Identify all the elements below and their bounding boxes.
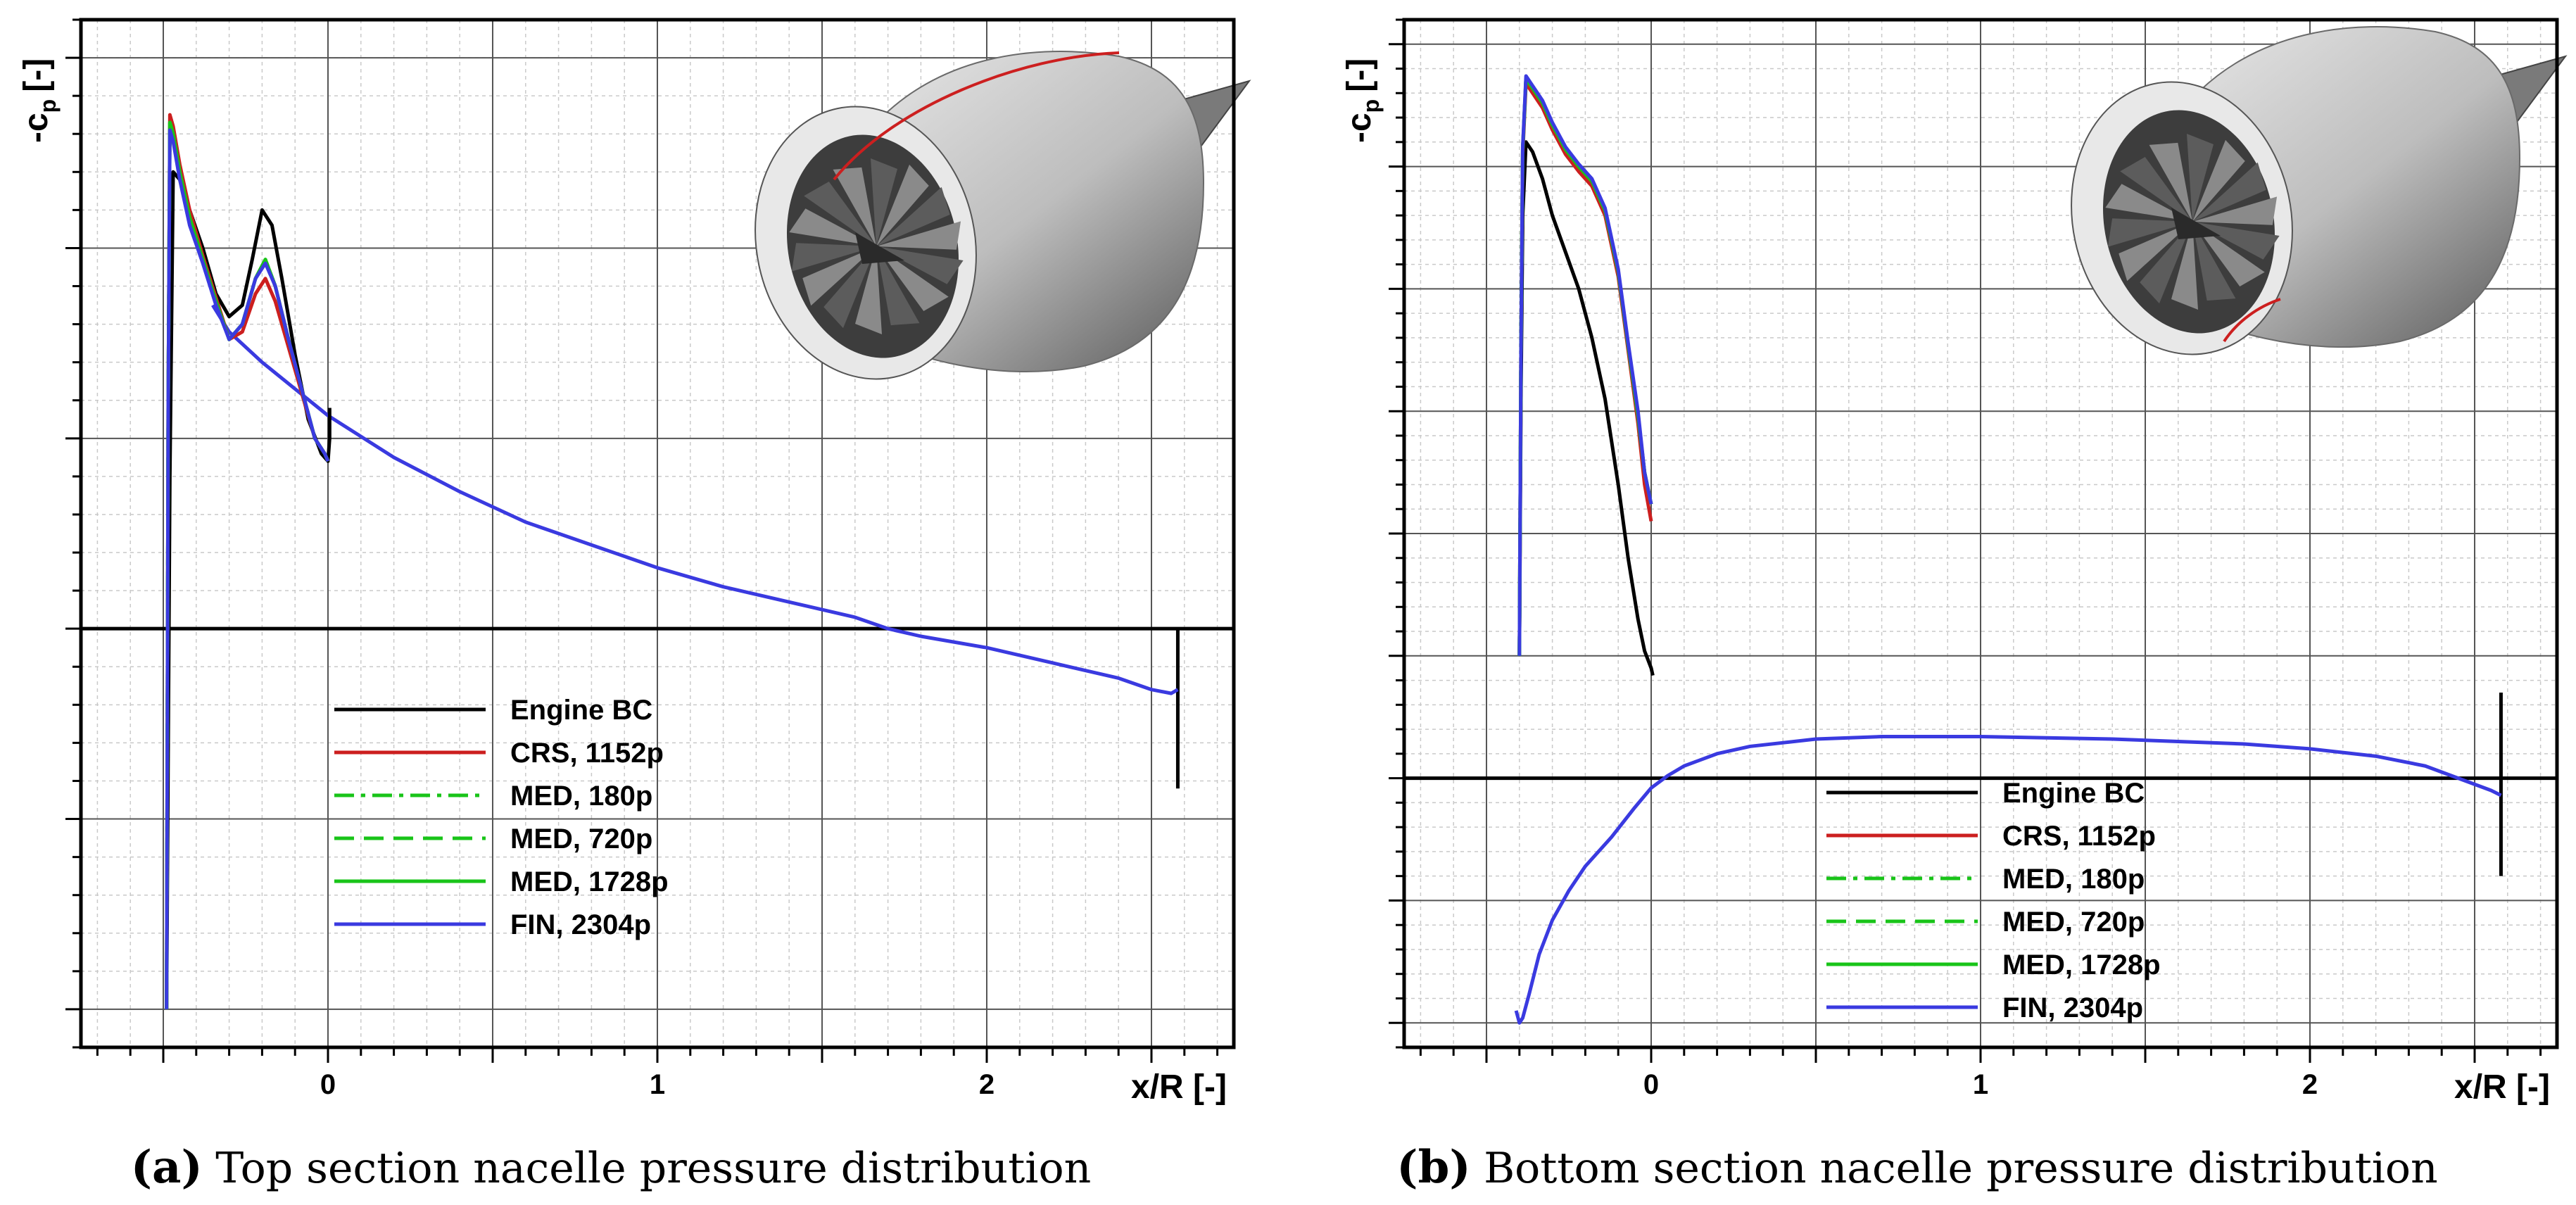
legend-label-b-2: MED, 180p xyxy=(2002,864,2145,895)
caption-b: (b) Bottom section nacelle pressure dist… xyxy=(1396,1141,2437,1194)
series-line-a-0 xyxy=(165,170,332,1009)
legend-label-b-3: MED, 720p xyxy=(2002,907,2145,938)
y-axis-title-main-a: -c xyxy=(18,113,55,143)
y-axis-title-main-b: -c xyxy=(1341,113,1378,143)
caption-a: (a) Top section nacelle pressure distrib… xyxy=(131,1141,1092,1194)
plot-frame-b xyxy=(1402,18,2559,1049)
x-tick-label-a: 0 xyxy=(320,1069,336,1100)
fan-blade-b xyxy=(2192,222,2280,260)
panel-a-chart: 0 1 2 x/R [-] -cp [-] Engine BC CRS, 1152p MED, … xyxy=(18,18,1251,1106)
fan-blade-b xyxy=(2171,222,2198,310)
fan-blade-a xyxy=(871,158,897,246)
legend-label-a-3: MED, 720p xyxy=(510,824,652,854)
fan-blade-b xyxy=(2192,222,2265,287)
fan-blade-b xyxy=(2192,162,2266,222)
fan-blade-a xyxy=(791,243,876,272)
x-tick-label-a: 1 xyxy=(650,1069,665,1100)
spinner-b xyxy=(2171,208,2221,239)
fan-blade-a xyxy=(876,246,920,326)
legend-label-b-5: FIN, 2304p xyxy=(2002,992,2143,1023)
fan-blade-b xyxy=(2192,139,2245,222)
fan-blade-b xyxy=(2119,222,2192,282)
fan-blade-a xyxy=(804,181,876,246)
series-line-a-2 xyxy=(165,120,330,1009)
series-line-a-1 xyxy=(165,113,330,1009)
x-tick-label-a: 2 xyxy=(979,1069,995,1100)
x-tick-label-b: 2 xyxy=(2302,1069,2318,1100)
nacelle-inset-b xyxy=(2071,26,2568,355)
nacelle-inset-a xyxy=(755,51,1251,380)
plot-frame-a xyxy=(79,18,1236,1049)
x-tick-label-b: 1 xyxy=(1973,1069,1988,1100)
x-axis-title-b: x/R [-] xyxy=(2454,1068,2550,1106)
fan-blade-b xyxy=(2105,184,2192,222)
legend-label-a-2: MED, 180p xyxy=(510,781,652,812)
fan-blade-b xyxy=(2140,222,2192,304)
legend-label-a-0: Engine BC xyxy=(510,695,652,726)
fan-blade-b xyxy=(2187,134,2214,222)
section-line-a xyxy=(833,51,1120,181)
legend-label-b-1: CRS, 1152p xyxy=(2002,821,2156,852)
spinner-a xyxy=(855,232,904,264)
fan-blade-a xyxy=(876,164,929,246)
caption-b-text: Bottom section nacelle pressure distribu… xyxy=(1484,1144,2438,1193)
fan-blade-b xyxy=(2192,222,2236,301)
caption-a-text: Top section nacelle pressure distributio… xyxy=(215,1144,1091,1193)
y-axis-title-sub-a: p xyxy=(35,99,61,113)
fan-blade-a xyxy=(876,246,949,312)
fan-blade-b xyxy=(2107,218,2192,247)
y-axis-title-sub-b: p xyxy=(1358,99,1384,113)
fan-blade-a xyxy=(802,246,876,306)
series-line-a-6 xyxy=(211,304,1179,695)
x-axis-title-a: x/R [-] xyxy=(1131,1068,1227,1106)
series-line-a-4 xyxy=(165,120,330,1009)
fan-blade-a xyxy=(823,246,876,329)
legend-label-b-4: MED, 1728p xyxy=(2002,950,2161,980)
caption-b-tag: (b) xyxy=(1396,1141,1470,1194)
series-line-b-6 xyxy=(1514,735,2502,1025)
fan-blade-a xyxy=(833,167,876,246)
fan-blade-a xyxy=(789,208,876,246)
legend-label-a-4: MED, 1728p xyxy=(510,866,669,897)
series-line-b-0 xyxy=(1517,140,1655,676)
legend-label-a-5: FIN, 2304p xyxy=(510,909,651,940)
y-axis-title-unit-a: [-] xyxy=(18,58,55,92)
legend-label-a-1: CRS, 1152p xyxy=(510,738,664,769)
series-line-a-3 xyxy=(165,120,330,1009)
legend-label-b-0: Engine BC xyxy=(2002,778,2145,809)
fan-blade-b xyxy=(2149,142,2192,222)
fan-blade-a xyxy=(876,246,964,284)
caption-a-tag: (a) xyxy=(131,1141,203,1194)
series-line-b-5 xyxy=(1517,74,1653,656)
y-axis-title-unit-b: [-] xyxy=(1341,58,1378,92)
y-axis-title-b: -cp [-] xyxy=(1341,58,1384,143)
fan-blade-b xyxy=(2120,156,2192,222)
fan-blade-a xyxy=(876,221,961,250)
y-axis-title-a: -cp [-] xyxy=(18,58,61,143)
fan-blade-a xyxy=(855,246,882,334)
section-line-b xyxy=(2223,298,2281,343)
x-tick-label-b: 0 xyxy=(1643,1069,1659,1100)
panel-b-chart: 0 1 2 x/R [-] -cp [-] Engine BC CRS, 1152p MED, … xyxy=(1341,18,2568,1106)
fan-blade-b xyxy=(2192,196,2278,225)
fan-blade-a xyxy=(876,187,950,246)
series-line-a-5 xyxy=(165,128,330,1009)
